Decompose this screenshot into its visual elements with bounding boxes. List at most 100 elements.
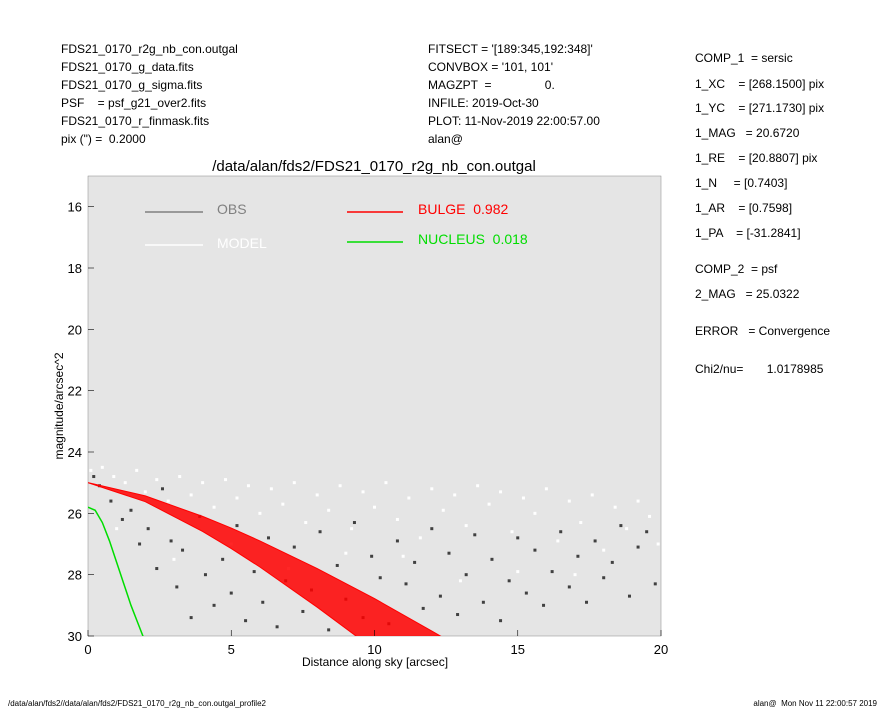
model-point: [258, 511, 262, 515]
x-tick-label: 10: [367, 642, 381, 657]
y-axis: 16 18 20 22 24 26 28 30: [68, 200, 94, 644]
param-line: COMP_1 = sersic: [695, 51, 793, 65]
legend-label-model: MODEL: [217, 235, 267, 251]
header-left: FDS21_0170_r2g_nb_con.outgal FDS21_0170_…: [61, 42, 238, 146]
obs-point: [252, 570, 256, 574]
y-tick-label: 24: [68, 445, 82, 460]
obs-point: [229, 591, 233, 595]
obs-point: [212, 603, 216, 607]
model-point: [384, 481, 388, 485]
param-line: 1_MAG = 20.6720: [695, 126, 800, 140]
header-left-line: PSF = psf_g21_over2.fits: [61, 96, 206, 110]
x-tick-label: 0: [84, 642, 91, 657]
header-mid: FITSECT = '[189:345,192:348]' CONVBOX = …: [428, 42, 600, 146]
obs-point: [636, 545, 640, 549]
obs-point: [627, 594, 631, 598]
header-left-line: FDS21_0170_r2g_nb_con.outgal: [61, 42, 238, 56]
model-point: [567, 499, 571, 503]
model-point: [602, 548, 606, 552]
model-point: [292, 481, 296, 485]
obs-point: [413, 560, 417, 564]
model-point: [407, 496, 411, 500]
obs-point: [175, 585, 179, 589]
model-point: [327, 508, 331, 512]
obs-point: [352, 521, 356, 525]
obs-point: [203, 573, 207, 577]
model-point: [458, 579, 462, 583]
obs-point: [447, 551, 451, 555]
obs-point: [235, 524, 239, 528]
model-point: [89, 468, 93, 472]
obs-point: [542, 603, 546, 607]
obs-point: [645, 530, 649, 534]
obs-point: [438, 594, 442, 598]
model-point: [123, 481, 127, 485]
obs-point: [275, 625, 279, 629]
obs-point: [559, 530, 563, 534]
obs-point: [301, 609, 305, 613]
header-mid-line: CONVBOX = '101, 101': [428, 60, 553, 74]
obs-point: [499, 619, 503, 623]
y-tick-label: 20: [68, 322, 82, 337]
model-point: [453, 493, 457, 497]
nucleus-line: [88, 506, 144, 636]
x-axis-label: Distance along sky [arcsec]: [302, 655, 448, 669]
param-line: 1_PA = [-31.2841]: [695, 226, 801, 240]
header-left-line: FDS21_0170_r_finmask.fits: [61, 114, 209, 128]
model-point: [636, 499, 640, 503]
x-axis: 0 5 10 15 20: [84, 630, 668, 657]
model-point: [573, 573, 577, 577]
model-point: [235, 496, 239, 500]
chart-title: /data/alan/fds2/FDS21_0170_r2g_nb_con.ou…: [212, 158, 536, 175]
model-point: [579, 521, 583, 525]
y-tick-label: 30: [68, 629, 82, 644]
obs-point: [507, 579, 511, 583]
param-line: 1_AR = [0.7598]: [695, 201, 792, 215]
header-mid-line: PLOT: 11-Nov-2019 22:00:57.00: [428, 114, 600, 128]
model-point: [373, 505, 376, 509]
obs-point: [146, 527, 150, 531]
model-point: [212, 505, 216, 509]
model-point: [521, 496, 525, 500]
model-point: [516, 570, 520, 574]
legend-label-nucleus: NUCLEUS 0.018: [418, 231, 528, 247]
obs-point: [610, 560, 614, 564]
obs-point: [567, 585, 571, 589]
model-point: [656, 542, 660, 546]
model-point: [224, 478, 228, 482]
obs-point: [138, 542, 142, 546]
obs-point: [421, 606, 425, 610]
obs-point: [318, 530, 322, 534]
obs-point: [404, 582, 408, 586]
model-point: [246, 484, 250, 488]
model-point: [281, 502, 285, 506]
model-point: [115, 527, 119, 531]
obs-point: [370, 554, 374, 558]
legend: OBS MODEL BULGE 0.982 NUCLEUS 0.018: [145, 201, 528, 251]
model-point: [556, 539, 560, 543]
model-point: [625, 527, 629, 531]
x-tick-label: 5: [228, 642, 235, 657]
obs-point: [653, 582, 657, 586]
obs-point: [92, 475, 96, 479]
model-point: [315, 493, 319, 497]
param-line: 2_MAG = 25.0322: [695, 287, 800, 301]
obs-point: [524, 591, 528, 595]
model-point: [155, 478, 159, 482]
model-point: [441, 508, 445, 512]
model-point: [590, 493, 594, 497]
header-mid-line: alan@: [428, 132, 463, 146]
obs-point: [430, 527, 434, 531]
obs-point: [129, 508, 133, 512]
y-tick-label: 26: [68, 506, 82, 521]
obs-point: [120, 517, 124, 521]
model-point: [172, 557, 176, 561]
obs-point: [473, 533, 477, 537]
obs-point: [181, 548, 185, 552]
obs-point: [490, 557, 494, 561]
obs-point: [619, 524, 623, 528]
param-line: 1_XC = [268.1500] pix: [695, 77, 824, 91]
obs-point: [244, 619, 248, 623]
model-point: [338, 484, 342, 488]
